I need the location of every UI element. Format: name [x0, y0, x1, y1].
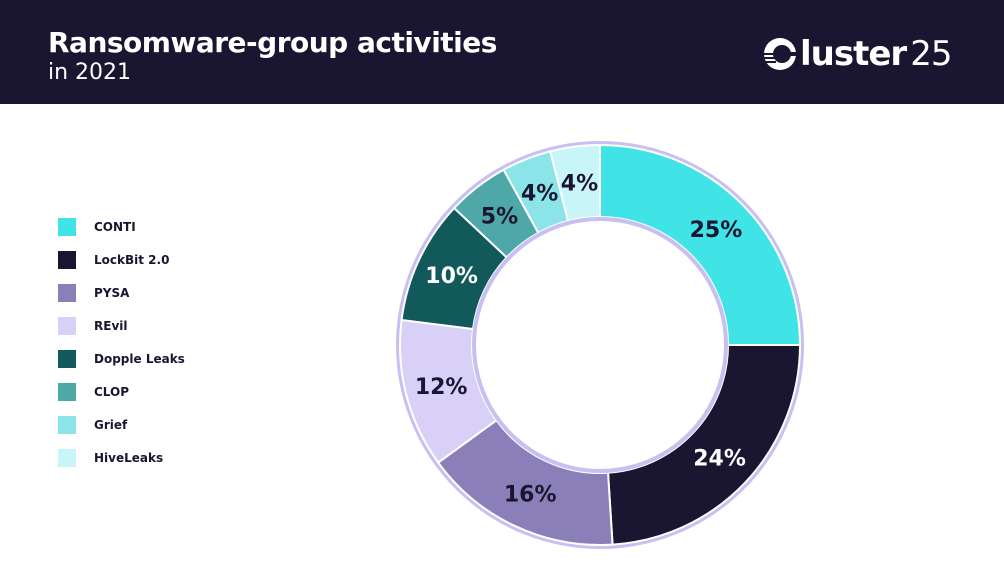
legend-item: CLOP [58, 375, 185, 408]
legend-label: CONTI [94, 219, 136, 234]
legend-label: Dopple Leaks [94, 351, 185, 366]
legend-label: CLOP [94, 384, 130, 399]
slice-data-label: 12% [415, 375, 468, 400]
legend-label: PYSA [94, 285, 130, 300]
slice-data-label: 5% [481, 204, 518, 229]
chart-subtitle: in 2021 [48, 60, 132, 85]
legend-swatch [58, 382, 76, 401]
legend-item: PYSA [58, 276, 185, 309]
inner-ring [472, 217, 728, 473]
legend-swatch [58, 316, 76, 335]
chart-title: Ransomware-group activities [48, 26, 497, 59]
slice-data-label: 4% [561, 171, 598, 196]
slice-data-label: 25% [690, 218, 743, 243]
slice-data-label: 10% [425, 264, 478, 289]
legend-item: Grief [58, 408, 185, 441]
header-bar: Ransomware-group activities in 2021 lust… [0, 0, 1004, 104]
slice-data-label: 4% [521, 182, 558, 207]
legend-label: LockBit 2.0 [94, 252, 170, 267]
slice-data-label: 16% [504, 482, 557, 507]
outer-ring [396, 141, 804, 549]
legend-label: HiveLeaks [94, 450, 164, 465]
legend-item: REvil [58, 309, 185, 342]
slice-data-label: 24% [693, 446, 746, 471]
legend-swatch [58, 448, 76, 467]
legend-item: Dopple Leaks [58, 342, 185, 375]
chart-legend: CONTI LockBit 2.0 PYSA REvil Dopple Leaks CLO… [58, 210, 185, 474]
legend-label: Grief [94, 417, 128, 432]
logo-c-icon [764, 38, 798, 70]
logo-word: luster [800, 34, 907, 74]
legend-item: CONTI [58, 210, 185, 243]
legend-swatch [58, 250, 76, 269]
logo-number: 25 [910, 34, 952, 74]
legend-swatch [58, 217, 76, 236]
cluster25-logo: luster 25 [762, 34, 952, 74]
legend-swatch [58, 415, 76, 434]
legend-swatch [58, 283, 76, 302]
legend-label: REvil [94, 318, 128, 333]
legend-item: HiveLeaks [58, 441, 185, 474]
legend-swatch [58, 349, 76, 368]
legend-item: LockBit 2.0 [58, 243, 185, 276]
